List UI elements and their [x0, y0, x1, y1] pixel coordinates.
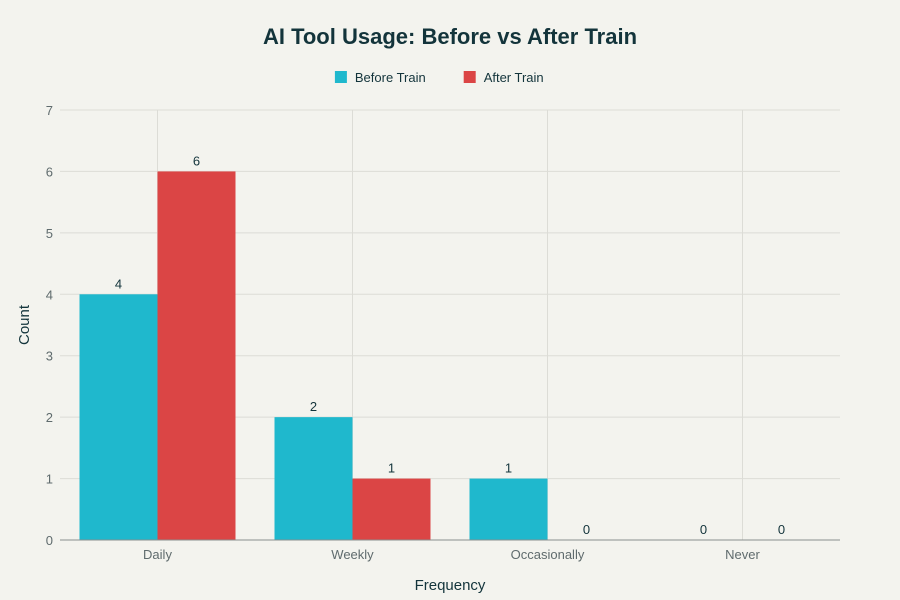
y-tick-label: 5	[46, 226, 53, 241]
x-tick-label: Daily	[143, 547, 172, 562]
chart-title: AI Tool Usage: Before vs After Train	[263, 24, 637, 49]
y-tick-label: 4	[46, 287, 53, 302]
legend-label: Before Train	[355, 70, 426, 85]
data-label: 4	[115, 276, 122, 291]
y-tick-label: 1	[46, 472, 53, 487]
data-label: 1	[505, 461, 512, 476]
data-label: 2	[310, 399, 317, 414]
y-tick-label: 7	[46, 103, 53, 118]
x-tick-label: Occasionally	[511, 547, 585, 562]
legend-swatch	[334, 71, 347, 83]
bars	[79, 171, 548, 540]
y-tick-label: 6	[46, 164, 53, 179]
x-tick-label: Never	[725, 547, 760, 562]
bar	[157, 171, 236, 540]
legend-label: After Train	[484, 70, 544, 85]
data-label: 6	[193, 153, 200, 168]
y-tick-label: 0	[46, 533, 53, 548]
data-label: 1	[388, 461, 395, 476]
bar	[352, 478, 431, 540]
y-axis-ticks: 0 1 2 3 4 5 6 7	[46, 103, 53, 548]
data-label: 0	[583, 522, 590, 537]
y-tick-label: 2	[46, 410, 53, 425]
data-label: 0	[778, 522, 785, 537]
data-label: 0	[700, 522, 707, 537]
y-tick-label: 3	[46, 349, 53, 364]
legend-swatch	[463, 71, 476, 83]
bar	[274, 417, 353, 540]
legend: Before Train After Train	[334, 70, 544, 85]
data-labels: 4 6 2 1 1 0 0 0	[115, 153, 785, 537]
y-axis-title: Count	[16, 304, 33, 345]
bar	[469, 478, 548, 540]
bar	[79, 294, 158, 540]
x-tick-label: Weekly	[331, 547, 374, 562]
x-axis-title: Frequency	[415, 577, 486, 594]
x-axis-ticks: Daily Weekly Occasionally Never	[143, 547, 760, 562]
